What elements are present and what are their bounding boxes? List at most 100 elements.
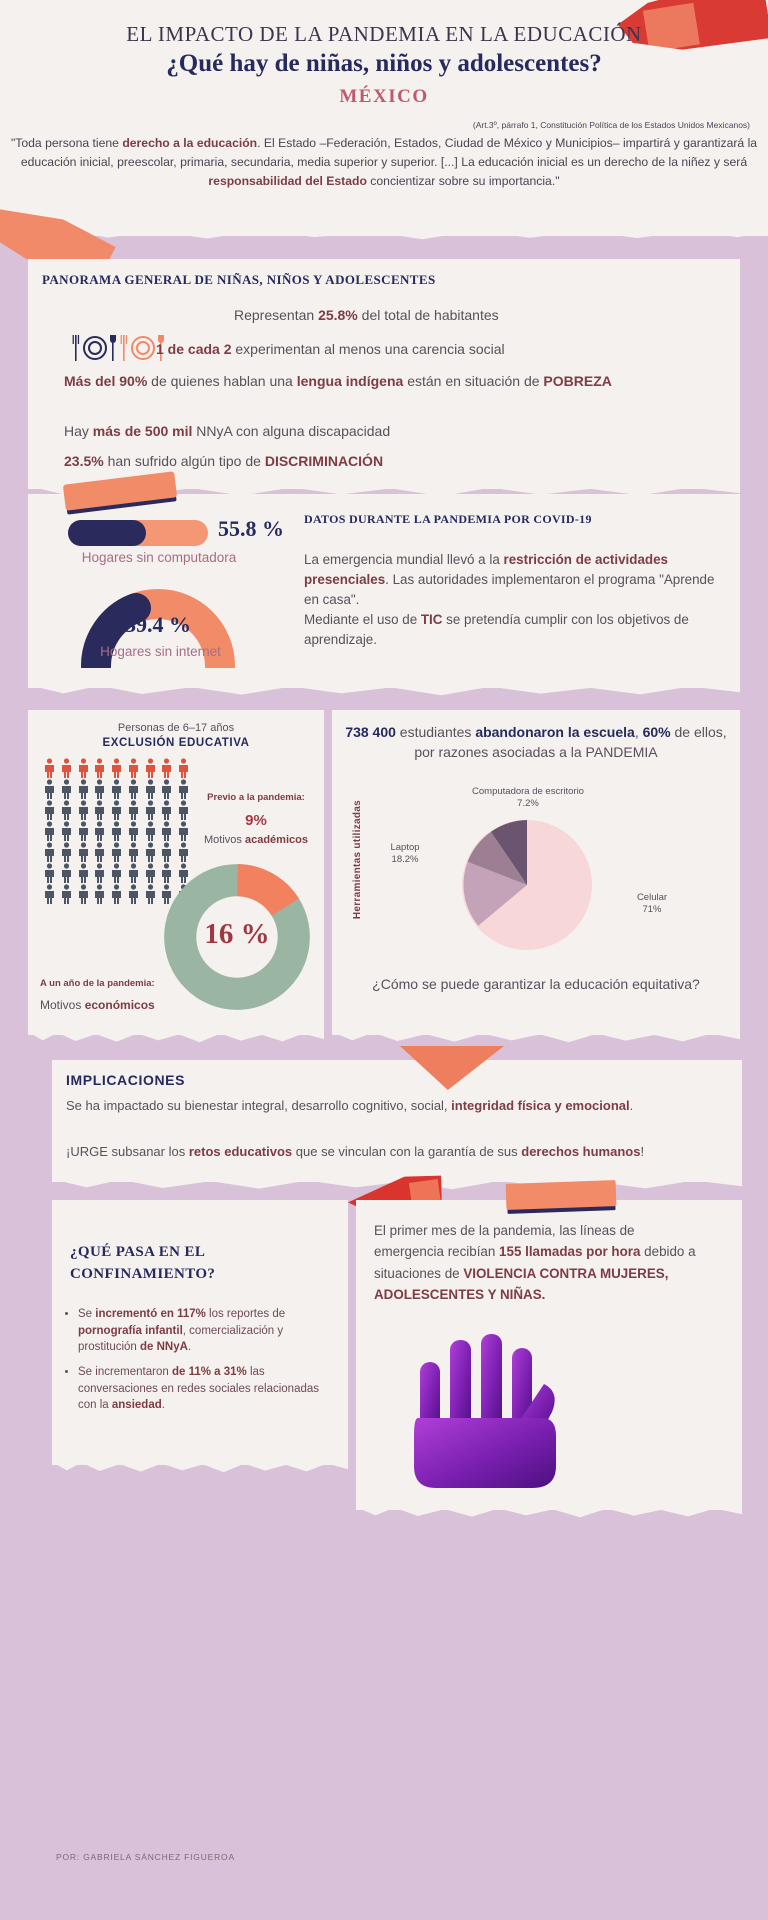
gauge-value-internet: 39.4 % — [125, 612, 191, 637]
orange-brush-decoration-2 — [505, 1180, 617, 1210]
pictogram-person-icon — [59, 863, 75, 883]
pictogram-person-icon — [159, 800, 175, 820]
panorama-heading: PANORAMA GENERAL DE NIÑAS, NIÑOS Y ADOLE… — [42, 272, 436, 287]
gauge-label-internet: Hogares sin internet — [100, 644, 221, 659]
pictogram-person-icon — [109, 884, 125, 904]
pictogram-person-icon — [42, 842, 58, 862]
confinamiento-list: Se incrementó en 117% los reportes de po… — [78, 1306, 330, 1422]
pictogram-person-icon — [59, 821, 75, 841]
pictogram-person-icon — [42, 863, 58, 883]
page-title-line2: ¿Qué hay de niñas, niños y adolescentes? — [166, 50, 602, 77]
pictogram-person-icon — [42, 779, 58, 799]
pie-yaxis-label: Herramientas utilizadas — [352, 800, 363, 920]
pictogram-person-icon — [126, 800, 142, 820]
gauge-chart-internet — [81, 589, 235, 668]
pictogram-people — [42, 758, 192, 904]
pictogram-person-icon — [92, 758, 108, 778]
panorama-line-3: Hay más de 500 mil NNyA con alguna disca… — [64, 423, 391, 439]
pictogram-person-icon — [159, 758, 175, 778]
exclusion-card: Personas de 6–17 años EXCLUSIÓN EDUCATIV… — [28, 710, 324, 1035]
pictogram-person-icon — [76, 758, 92, 778]
donut-value-exclusion: 16 % — [204, 918, 270, 950]
pie-label-celular: Celular 71% — [636, 892, 668, 916]
pictogram-person-icon — [109, 800, 125, 820]
pictogram-person-icon — [159, 842, 175, 862]
bar-value-computadora: 55.8 % — [218, 516, 284, 541]
pictogram-person-icon — [59, 800, 75, 820]
purple-hand-icon — [414, 1334, 556, 1488]
confinamiento-title: ¿QUÉ PASA EN EL CONFINAMIENTO? — [70, 1244, 216, 1282]
pictogram-person-icon — [42, 800, 58, 820]
pie-label-laptop: Laptop 18.2% — [390, 842, 420, 866]
pictogram-person-icon — [59, 758, 75, 778]
bar-label-computadora: Hogares sin computadora — [81, 550, 237, 565]
bar-chart-computadora — [68, 520, 208, 546]
pie-card-question: ¿Cómo se puede garantizar la educación e… — [372, 976, 700, 992]
exclusion-title: EXCLUSIÓN EDUCATIVA — [102, 737, 250, 749]
pictogram-person-icon — [159, 821, 175, 841]
pictogram-person-icon — [92, 884, 108, 904]
panorama-line-0: Representan 25.8% del total de habitante… — [234, 307, 499, 323]
pictogram-person-icon — [176, 800, 192, 820]
covid-card: 55.8 % Hogares sin computadora 39.4 % Ho… — [28, 471, 740, 688]
pictogram-person-icon — [143, 821, 159, 841]
page-title-line1: EL IMPACTO DE LA PANDEMIA EN LA EDUCACIÓ… — [126, 22, 642, 46]
panorama-line-4: 23.5% han sufrido algún tipo de DISCRIMI… — [64, 453, 384, 469]
pictogram-person-icon — [76, 863, 92, 883]
exclusion-year-reason: Motivos económicos — [40, 998, 155, 1012]
pictogram-person-icon — [176, 842, 192, 862]
exclusion-year-label: A un año de la pandemia: — [40, 978, 155, 989]
confinamiento-list-item: Se incrementaron de 11% a 31% las conver… — [78, 1364, 330, 1414]
pictogram-person-icon — [126, 779, 142, 799]
pictogram-person-icon — [143, 863, 159, 883]
pictogram-person-icon — [143, 884, 159, 904]
pictogram-person-icon — [109, 863, 125, 883]
pie-card-heading: 738 400 estudiantes abandonaron la escue… — [345, 724, 727, 761]
pictogram-person-icon — [109, 779, 125, 799]
pictogram-person-icon — [42, 884, 58, 904]
violencia-paragraph: El primer mes de la pandemia, las líneas… — [374, 1223, 696, 1303]
pie-card: 738 400 estudiantes abandonaron la escue… — [332, 710, 740, 1035]
credit-text: POR: GABRIELA SÁNCHEZ FIGUEROA — [56, 1852, 235, 1862]
exclusion-subtitle: Personas de 6–17 años — [117, 722, 235, 734]
exclusion-prev-label: Previo a la pandemia: — [207, 792, 305, 803]
pictogram-person-icon — [59, 842, 75, 862]
pictogram-person-icon — [159, 863, 175, 883]
pictogram-person-icon — [176, 779, 192, 799]
pictogram-person-icon — [176, 821, 192, 841]
confinamiento-card: ¿QUÉ PASA EN EL CONFINAMIENTO? Se increm… — [52, 1200, 348, 1465]
pictogram-person-icon — [76, 842, 92, 862]
page-title-country: MÉXICO — [339, 86, 429, 107]
covid-heading: DATOS DURANTE LA PANDEMIA POR COVID-19 — [304, 512, 592, 526]
pictogram-person-icon — [109, 821, 125, 841]
pictogram-person-icon — [59, 884, 75, 904]
orange-triangle-decoration — [400, 1046, 504, 1090]
pictogram-person-icon — [126, 884, 142, 904]
implicaciones-paragraph-2: ¡URGE subsanar los retos educativos que … — [66, 1144, 645, 1159]
pictogram-person-icon — [126, 842, 142, 862]
pictogram-person-icon — [143, 758, 159, 778]
pictogram-person-icon — [92, 842, 108, 862]
panorama-card: PANORAMA GENERAL DE NIÑAS, NIÑOS Y ADOLE… — [28, 259, 740, 461]
pictogram-person-icon — [92, 779, 108, 799]
pictogram-person-icon — [159, 779, 175, 799]
pictogram-person-icon — [76, 800, 92, 820]
pictogram-person-icon — [76, 779, 92, 799]
donut-chart-exclusion — [164, 864, 310, 1010]
pie-chart-herramientas — [462, 820, 592, 950]
panorama-line-2: Más del 90% de quienes hablan una lengua… — [64, 373, 612, 389]
violencia-card: El primer mes de la pandemia, las líneas… — [356, 1180, 742, 1510]
cutlery-plate-icon — [72, 335, 166, 361]
implicaciones-paragraph-1: Se ha impactado su bienestar integral, d… — [66, 1098, 634, 1113]
exclusion-prev-reason: Motivos académicos — [204, 834, 308, 846]
pictogram-person-icon — [126, 821, 142, 841]
bar-fill-computadora — [68, 520, 146, 546]
pictogram-person-icon — [143, 800, 159, 820]
pictogram-person-icon — [109, 842, 125, 862]
pictogram-person-icon — [126, 863, 142, 883]
implicaciones-title: IMPLICACIONES — [66, 1072, 186, 1088]
pictogram-person-icon — [59, 779, 75, 799]
implicaciones-card: IMPLICACIONES Se ha impactado su bienest… — [52, 1046, 742, 1182]
confinamiento-list-item: Se incrementó en 117% los reportes de po… — [78, 1306, 330, 1356]
pictogram-person-icon — [176, 758, 192, 778]
